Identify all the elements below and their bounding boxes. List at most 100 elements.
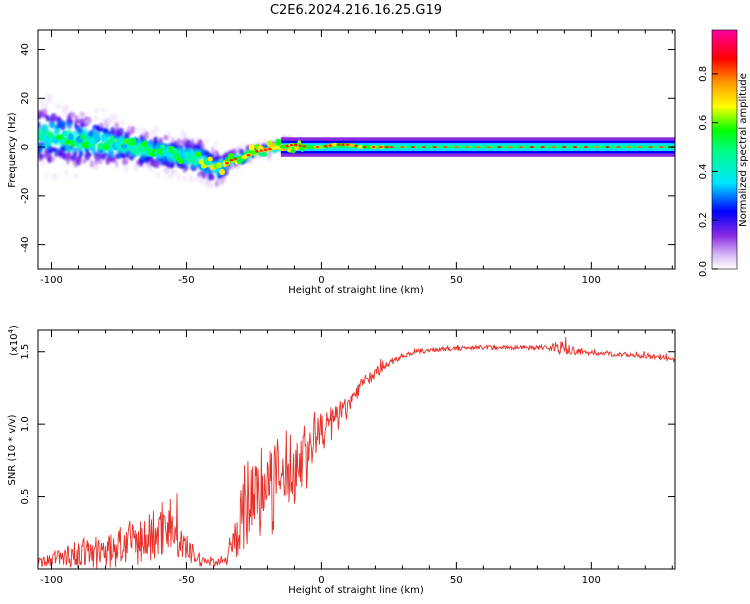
spectrogram-cell — [102, 151, 107, 157]
spectrogram-cell — [195, 136, 199, 141]
colorbar-ticks: 0.0 0.2 0.4 0.6 0.8 — [698, 66, 718, 277]
ridge-blob — [157, 148, 163, 155]
spectrogram-cell — [114, 121, 120, 131]
spectrogram-cell — [172, 170, 179, 175]
ridge-trace — [637, 146, 643, 148]
spectrogram-ytick-label: 40 — [20, 43, 31, 56]
spectrogram-ticks: -100 -50 0 50 100 -40 -20 0 20 40 — [20, 30, 675, 286]
spectrogram-cell — [234, 165, 242, 171]
ridge-blob — [132, 148, 140, 155]
spectrogram-cell — [72, 130, 77, 140]
ridge-trace — [432, 146, 437, 148]
spectrogram-ytick-label: 20 — [20, 92, 31, 105]
spectrogram-cell — [214, 140, 219, 148]
spectrogram-cell — [125, 150, 131, 156]
snr-ytick-label: 0.5 — [20, 489, 31, 505]
snr-scale-prefix: (x10 — [9, 333, 20, 356]
spectrogram-cell — [181, 176, 188, 182]
spectrogram-ylabel: Frequency (Hz) — [7, 112, 18, 188]
spectrogram-cell — [131, 125, 135, 134]
spectrogram-cell — [89, 159, 94, 169]
ridge-peak — [224, 161, 229, 165]
spectrogram-cell — [79, 150, 84, 157]
ridge-blob — [248, 144, 255, 151]
spectrogram-cell — [111, 113, 118, 122]
snr-line-group — [38, 336, 675, 569]
spectrogram-cell — [38, 121, 41, 130]
spectrogram-cell — [190, 138, 195, 145]
spectrogram-cell — [82, 159, 87, 164]
spectrogram-cell — [115, 160, 119, 168]
spectrogram-cell — [156, 172, 161, 179]
spectrogram-cell — [47, 145, 54, 155]
snr-series-line — [38, 336, 675, 569]
snr-ytick-label: 1.0 — [20, 416, 31, 432]
spectrogram-ytick-label: -20 — [20, 188, 31, 204]
spectrogram-cell — [147, 165, 154, 173]
spectrogram-ytick-label: -40 — [20, 236, 31, 252]
ridge-peak — [229, 158, 234, 162]
spectrogram-cell — [85, 119, 92, 125]
ridge-trace — [518, 146, 524, 148]
snr-xtick-label: 50 — [450, 575, 463, 586]
colorbar: 0.0 0.2 0.4 0.6 0.8 Normalized spectral ampl… — [698, 29, 749, 277]
spectrogram-cell — [70, 146, 76, 152]
ridge-trace — [572, 146, 578, 148]
colorbar-label: Normalized spectral amplitude — [738, 73, 749, 227]
spectrogram-cell — [70, 111, 76, 119]
ridge-trace — [551, 146, 556, 148]
spectrogram-cell — [45, 117, 51, 122]
spectrogram-cell — [193, 177, 200, 182]
ridge-blob — [141, 140, 149, 148]
ridge-trace — [464, 146, 470, 148]
snr-xtick-label: -100 — [40, 575, 63, 586]
spectrogram-cell — [120, 119, 125, 126]
spectrogram-cell — [247, 158, 253, 164]
spectrogram-cell — [100, 107, 106, 113]
spectrogram-xtick-label: -100 — [40, 275, 63, 286]
ridge-trace — [378, 146, 383, 148]
spectrogram-cell — [166, 173, 174, 180]
spectrogram-cell — [214, 179, 219, 188]
spectrogram-cell — [124, 158, 129, 165]
spectrogram-cell — [51, 156, 56, 162]
colorbar-tick-label: 0.6 — [698, 115, 709, 131]
colorbar-tick-label: 0.4 — [698, 163, 709, 179]
spectrogram-cell — [267, 151, 272, 159]
ridge-blob — [275, 138, 282, 146]
ridge-peak — [363, 145, 368, 149]
spectrogram-cell — [64, 169, 69, 177]
ridge-blob — [165, 152, 172, 158]
spectrogram-cell — [207, 175, 215, 181]
ridge-trace — [389, 146, 394, 148]
spectrogram-cell — [73, 173, 79, 179]
spectrogram-cell — [49, 121, 56, 129]
snr-scale-exponent: 4 — [7, 328, 15, 333]
spectrogram-cell — [216, 155, 223, 160]
ridge-peak — [371, 145, 376, 149]
spectrogram-cell — [62, 104, 69, 110]
spectrogram-cell — [51, 113, 57, 122]
spectrogram-cell — [179, 130, 186, 136]
spectrogram-cell — [44, 171, 49, 179]
snr-xtick-label: 0 — [318, 575, 324, 586]
spectrogram-cell — [177, 144, 185, 150]
spectrogram-cell — [79, 111, 86, 118]
ridge-blob — [189, 154, 196, 162]
spectrogram-cell — [99, 122, 104, 128]
snr-frame — [37, 329, 676, 570]
colorbar-gradient — [711, 29, 738, 270]
ridge-blob — [192, 160, 199, 166]
spectrogram-cell — [55, 103, 61, 109]
spectrogram-cell — [153, 161, 160, 169]
ridge-trace — [583, 146, 589, 148]
ridge-trace — [626, 146, 632, 148]
spectrogram-cell — [93, 107, 100, 114]
spectrogram-cell — [224, 151, 228, 159]
ridge-trace — [508, 146, 513, 148]
ridge-trace — [475, 146, 481, 148]
snr-scale-suffix: ) — [9, 325, 20, 329]
ridge-blob — [109, 135, 115, 143]
